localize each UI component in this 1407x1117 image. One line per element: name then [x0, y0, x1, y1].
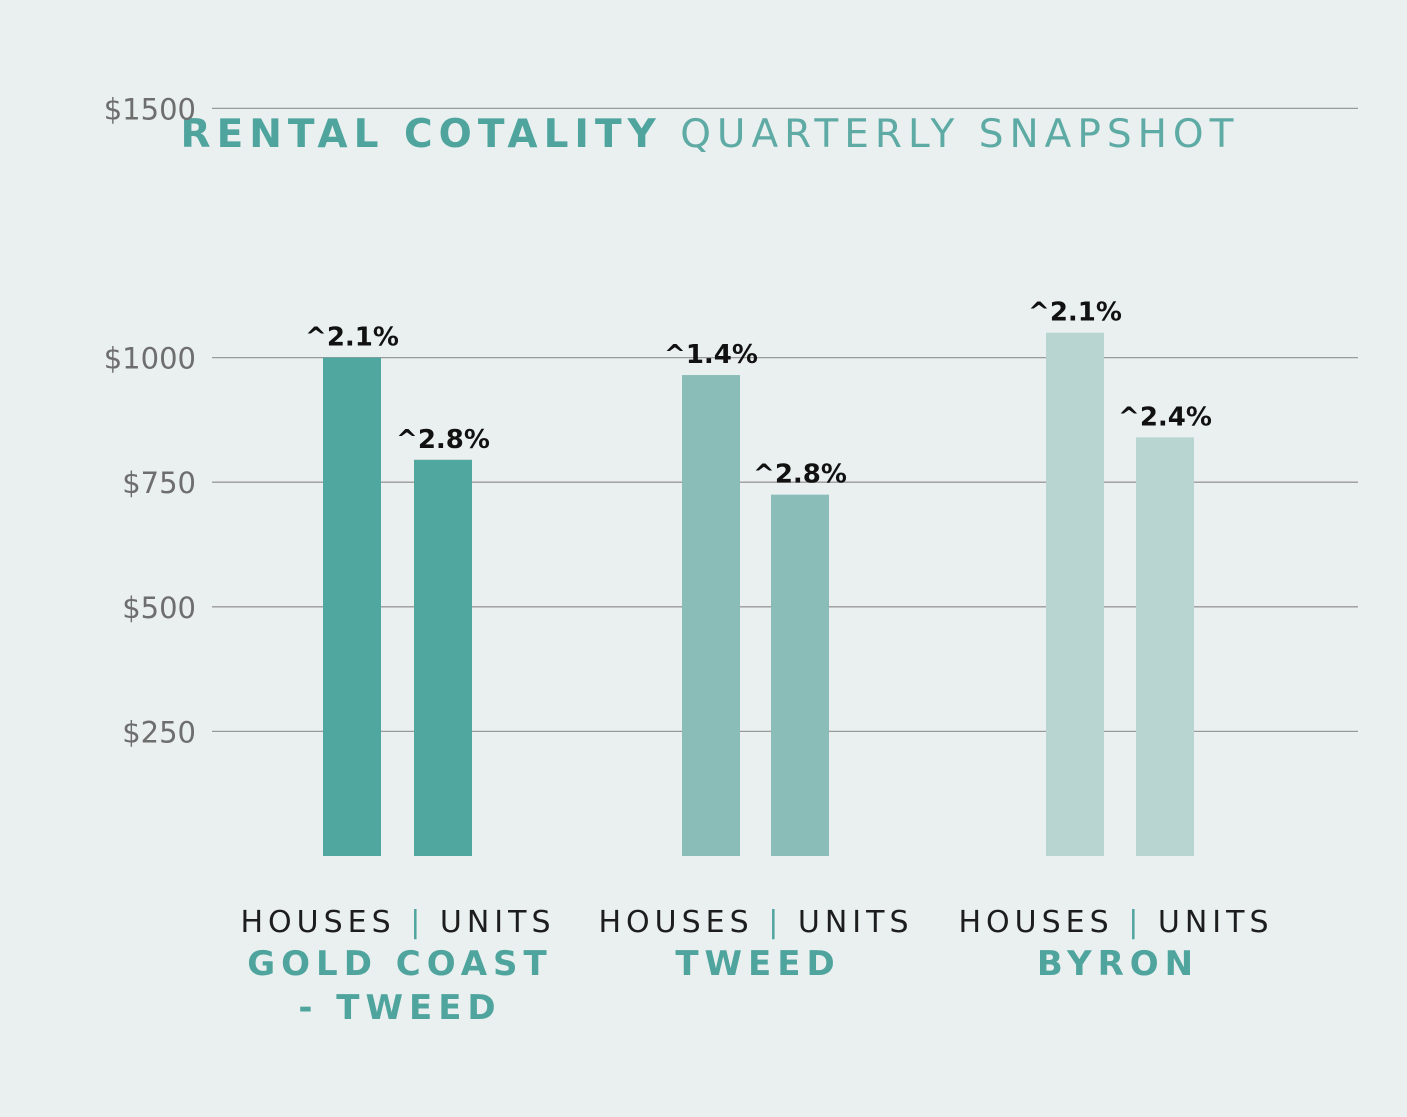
region-label-line: - TWEED: [298, 988, 502, 1028]
sub-label-tweed: HOUSES | UNITS: [576, 905, 936, 940]
sub-label-byron: HOUSES | UNITS: [936, 905, 1296, 940]
sub-label-separator: |: [768, 905, 784, 940]
region-label-line: TWEED: [675, 944, 841, 984]
sub-label-separator: |: [1128, 905, 1144, 940]
bar-byron-houses: [1046, 332, 1104, 856]
bar-byron-units: [1136, 437, 1194, 856]
sub-label-units: UNITS: [439, 905, 556, 940]
region-label-tweed: TWEED: [578, 942, 938, 986]
sub-label-separator: |: [410, 905, 426, 940]
chart-title-bold: RENTAL COTALITY: [180, 112, 662, 157]
sub-label-houses: HOUSES: [958, 905, 1114, 940]
region-label-byron: BYRON: [938, 942, 1298, 986]
bar-change-label: ^2.1%: [1028, 298, 1122, 328]
bar-change-label: ^2.4%: [1118, 402, 1212, 432]
region-label-line: BYRON: [1036, 944, 1200, 984]
bar-gold-coast-units: [414, 459, 472, 856]
chart-title: RENTAL COTALITY QUARTERLY SNAPSHOT: [0, 112, 1407, 157]
bar-change-label: ^2.1%: [305, 323, 399, 353]
sub-label-houses: HOUSES: [598, 905, 754, 940]
y-tick-label: $250: [122, 715, 196, 749]
sub-label-units: UNITS: [1157, 905, 1274, 940]
region-label-line: GOLD COAST: [247, 944, 553, 984]
sub-label-houses: HOUSES: [240, 905, 396, 940]
y-tick-label: $750: [122, 466, 196, 500]
bars: [323, 332, 1194, 856]
bar-tweed-units: [771, 494, 829, 856]
sub-label-gold-coast: HOUSES | UNITS: [218, 905, 578, 940]
y-tick-label: $1500: [104, 92, 196, 126]
bar-change-label: ^2.8%: [753, 460, 847, 490]
bar-data-labels: ^2.1% ^2.8% ^1.4% ^2.8% ^2.1% ^2.4%: [305, 298, 1212, 490]
y-axis-ticks: $250 $500 $750 $1000 $1500: [104, 92, 196, 749]
bar-change-label: ^1.4%: [664, 340, 758, 370]
bar-tweed-houses: [682, 375, 740, 856]
region-label-gold-coast: GOLD COAST - TWEED: [220, 942, 580, 1030]
y-tick-label: $1000: [104, 342, 196, 376]
bar-gold-coast-houses: [323, 357, 381, 856]
bar-change-label: ^2.8%: [396, 425, 490, 455]
sub-label-units: UNITS: [797, 905, 914, 940]
y-tick-label: $500: [122, 591, 196, 625]
chart-title-light: QUARTERLY SNAPSHOT: [680, 112, 1240, 157]
